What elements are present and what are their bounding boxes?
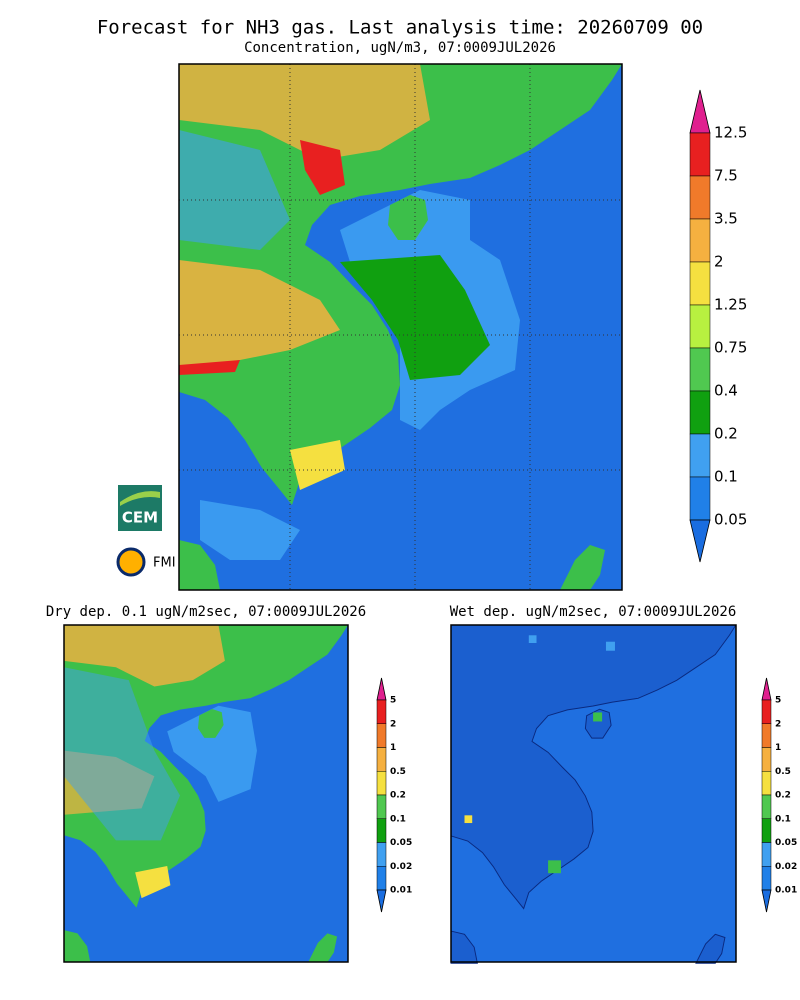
colorbar-label: 0.75 <box>714 339 747 357</box>
colorbar-label: 0.2 <box>390 791 406 801</box>
colorbar-segment <box>689 433 711 478</box>
colorbar-segment <box>761 818 772 843</box>
colorbar-label: 5 <box>390 696 396 706</box>
colorbar-segment <box>376 818 387 843</box>
fmi-logo: FMI <box>116 547 176 577</box>
colorbar-segment <box>689 304 711 349</box>
colorbar-segment <box>761 771 772 796</box>
colorbar-label: 7.5 <box>714 167 738 185</box>
colorbar-label: 0.2 <box>714 425 738 443</box>
colorbar-label: 0.5 <box>390 767 406 777</box>
wet-title: Wet dep. ugN/m2sec, 07:0009JUL2026 <box>450 604 737 620</box>
colorbar-label: 0.1 <box>714 468 738 486</box>
colorbar-segment <box>689 476 711 521</box>
colorbar-bottom <box>761 889 772 913</box>
colorbar-label: 0.05 <box>714 511 747 529</box>
colorbar-segment <box>761 723 772 748</box>
colorbar-bottom <box>689 519 711 563</box>
dry-title: Dry dep. 0.1 ugN/m2sec, 07:0009JUL2026 <box>46 604 366 620</box>
colorbar-segment <box>689 261 711 306</box>
colorbar-label: 0.1 <box>390 814 406 824</box>
colorbar-label: 3.5 <box>714 210 738 228</box>
colorbar-label: 0.01 <box>775 886 797 896</box>
colorbar-segment <box>376 866 387 891</box>
colorbar-segment <box>376 794 387 819</box>
colorbar-segment <box>376 842 387 867</box>
subtitle: Concentration, ugN/m3, 07:0009JUL2026 <box>244 40 556 56</box>
colorbar-label: 0.2 <box>775 791 791 801</box>
colorbar-segment <box>376 771 387 796</box>
dry-map <box>63 624 349 963</box>
colorbar-segment <box>761 794 772 819</box>
colorbar-segment <box>376 747 387 772</box>
colorbar-label: 0.05 <box>775 838 797 848</box>
colorbar-top <box>376 677 387 701</box>
colorbar-label: 2 <box>390 719 396 729</box>
fmi-text: FMI <box>153 556 176 571</box>
colorbar-label: 0.01 <box>390 886 412 896</box>
cem-logo: CEM <box>118 485 162 531</box>
colorbar-label: 0.4 <box>714 382 738 400</box>
main-map <box>178 63 623 591</box>
colorbar-segment <box>761 866 772 891</box>
colorbar-label: 1 <box>775 743 781 753</box>
colorbar-label: 0.05 <box>390 838 412 848</box>
colorbar-segment <box>761 747 772 772</box>
colorbar-label: 5 <box>775 696 781 706</box>
colorbar-segment <box>689 132 711 177</box>
colorbar-segment <box>689 218 711 263</box>
colorbar-label: 0.1 <box>775 814 791 824</box>
colorbar-label: 2 <box>775 719 781 729</box>
colorbar-label: 0.5 <box>775 767 791 777</box>
colorbar-top <box>761 677 772 701</box>
colorbar-segment <box>761 699 772 724</box>
colorbar-segment <box>376 723 387 748</box>
colorbar-label: 12.5 <box>714 124 747 142</box>
colorbar-label: 1.25 <box>714 296 747 314</box>
wet-map <box>450 624 737 964</box>
colorbar-label: 0.02 <box>390 862 412 872</box>
colorbar-segment <box>689 347 711 392</box>
colorbar-label: 0.02 <box>775 862 797 872</box>
colorbar-segment <box>689 390 711 435</box>
colorbar-top <box>689 89 711 134</box>
cem-text: CEM <box>122 509 158 527</box>
colorbar-segment <box>761 842 772 867</box>
colorbar-label: 2 <box>714 253 724 271</box>
colorbar-segment <box>689 175 711 220</box>
colorbar-bottom <box>376 889 387 913</box>
title: Forecast for NH3 gas. Last analysis time… <box>97 17 703 39</box>
colorbar-segment <box>376 699 387 724</box>
colorbar-label: 1 <box>390 743 396 753</box>
